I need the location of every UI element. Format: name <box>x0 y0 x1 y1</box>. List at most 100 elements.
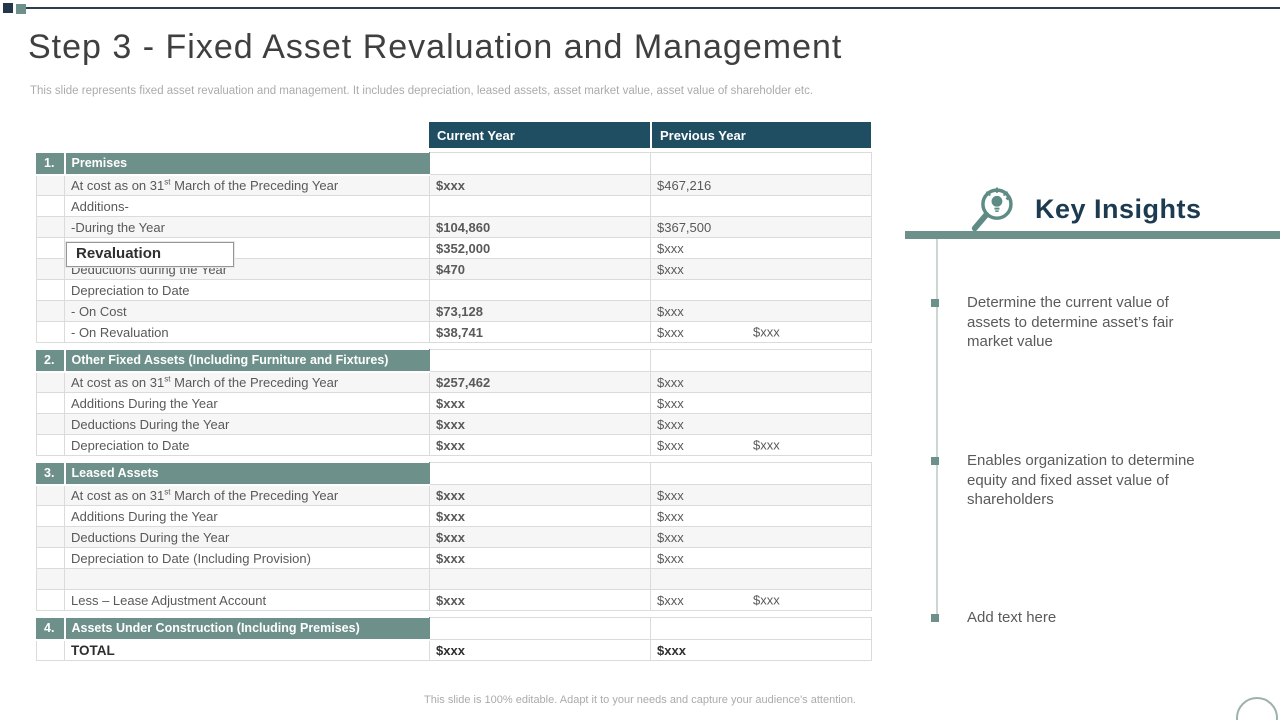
current-year-value: $xxx <box>429 547 651 569</box>
row-number-cell <box>36 568 65 590</box>
current-year-value: $xxx <box>429 589 651 611</box>
insight-item: Add text here <box>925 608 1215 628</box>
previous-year-value: $xxx <box>650 300 872 322</box>
table-row: At cost as on 31st March of the Precedin… <box>36 371 872 393</box>
current-year-value: $xxx <box>429 526 651 548</box>
row-label: At cost as on 31st March of the Precedin… <box>64 484 430 506</box>
section-title: Premises <box>64 152 430 176</box>
empty-cell <box>650 462 872 485</box>
current-year-value <box>429 279 651 301</box>
row-label: Additions- <box>64 195 430 217</box>
section-title: Assets Under Construction (Including Pre… <box>64 617 430 641</box>
section-header-row: 3. Leased Assets <box>36 462 872 486</box>
insight-item: Determine the current value of assets to… <box>925 293 1215 352</box>
page-title: Step 3 - Fixed Asset Revaluation and Man… <box>28 28 843 66</box>
row-label: TOTAL <box>64 639 430 661</box>
current-year-value: $xxx <box>429 174 651 196</box>
key-insights-title: Key Insights <box>1035 194 1202 224</box>
row-number-cell <box>36 413 65 435</box>
row-label: Depreciation to Date <box>64 434 430 456</box>
current-year-value: $xxx <box>429 484 651 506</box>
previous-year-value-2: $xxx <box>753 592 780 608</box>
bullet-square-icon <box>931 299 939 307</box>
table-row: Less – Lease Adjustment Account $xxx $xxx $… <box>36 589 872 611</box>
row-label: At cost as on 31st March of the Precedin… <box>64 371 430 393</box>
current-year-value: $104,860 <box>429 216 651 238</box>
table-row: Additions During the Year $xxx $xxx <box>36 505 872 527</box>
previous-year-value <box>650 279 872 301</box>
row-number-cell <box>36 237 65 259</box>
column-header-previous-year: Previous Year <box>650 122 871 148</box>
previous-year-value-2: $xxx <box>753 437 780 453</box>
asset-table: Current Year Previous Year 1. Premises At … <box>36 122 872 667</box>
column-header-current-year: Current Year <box>429 122 650 148</box>
current-year-value: $xxx <box>429 434 651 456</box>
current-year-value <box>429 195 651 217</box>
previous-year-value: $xxx <box>650 237 872 259</box>
empty-cell <box>429 462 651 485</box>
previous-year-value: $xxx $xxx <box>650 321 872 343</box>
empty-cell <box>650 349 872 372</box>
previous-year-value: $xxx <box>650 484 872 506</box>
current-year-value: $xxx <box>429 413 651 435</box>
table-row: Additions- <box>36 195 872 217</box>
empty-cell <box>429 617 651 640</box>
row-number-cell <box>36 434 65 456</box>
header-spacer <box>36 122 429 148</box>
previous-year-value: $xxx <box>650 547 872 569</box>
section-number: 1. <box>36 152 66 176</box>
row-number-cell <box>36 174 65 196</box>
insight-text: Enables organization to determine equity… <box>967 452 1195 508</box>
key-insights-connector-line <box>936 239 938 619</box>
section-number: 3. <box>36 462 66 486</box>
row-label: Depreciation to Date <box>64 279 430 301</box>
previous-year-value: $xxx <box>650 371 872 393</box>
section-title: Leased Assets <box>64 462 430 486</box>
row-number-cell <box>36 216 65 238</box>
current-year-value: $470 <box>429 258 651 280</box>
current-year-value <box>429 568 651 590</box>
row-number-cell <box>36 589 65 611</box>
row-label <box>64 568 430 590</box>
previous-year-value: $xxx $xxx <box>650 434 872 456</box>
row-label: - On Cost <box>64 300 430 322</box>
empty-cell <box>429 152 651 175</box>
row-label: Less – Lease Adjustment Account <box>64 589 430 611</box>
table-column-headers: Current Year Previous Year <box>36 122 871 148</box>
previous-year-value: $xxx <box>650 505 872 527</box>
row-label: Additions During the Year <box>64 392 430 414</box>
table-row: Additions During the Year $xxx $xxx <box>36 392 872 414</box>
table-row: Depreciation to Date (Including Provisio… <box>36 547 872 569</box>
table-section: 3. Leased Assets At cost as on 31st March … <box>36 462 872 611</box>
empty-cell <box>650 152 872 175</box>
empty-cell <box>650 617 872 640</box>
table-section: 4. Assets Under Construction (Including P… <box>36 617 872 661</box>
decor-square-green <box>16 4 26 14</box>
section-number: 4. <box>36 617 66 641</box>
row-label: Deductions During the Year <box>64 413 430 435</box>
previous-year-value: $xxx <box>650 258 872 280</box>
bullet-square-icon <box>931 614 939 622</box>
decor-square-dark <box>3 3 13 13</box>
previous-year-value: $467,216 <box>650 174 872 196</box>
table-row: Depreciation to Date $xxx $xxx $xxx <box>36 434 872 456</box>
section-number: 2. <box>36 349 66 373</box>
footer-note: This slide is 100% editable. Adapt it to… <box>424 694 856 706</box>
table-row: - On Cost $73,128 $xxx <box>36 300 872 322</box>
previous-year-value: $xxx <box>650 526 872 548</box>
current-year-value: $xxx <box>429 505 651 527</box>
table-row: TOTAL $xxx $xxx <box>36 639 872 661</box>
row-number-cell <box>36 505 65 527</box>
revaluation-textbox[interactable]: Revaluation <box>65 241 235 268</box>
table-section: 1. Premises At cost as on 31st March of th… <box>36 152 872 343</box>
empty-cell <box>429 349 651 372</box>
previous-year-value: $xxx <box>650 639 872 661</box>
row-number-cell <box>36 526 65 548</box>
row-label: Additions During the Year <box>64 505 430 527</box>
insight-item: Enables organization to determine equity… <box>925 451 1215 510</box>
current-year-value: $xxx <box>429 639 651 661</box>
row-label: - On Revaluation <box>64 321 430 343</box>
section-header-row: 2. Other Fixed Assets (Including Furnitur… <box>36 349 872 373</box>
row-number-cell <box>36 371 65 393</box>
row-number-cell <box>36 300 65 322</box>
